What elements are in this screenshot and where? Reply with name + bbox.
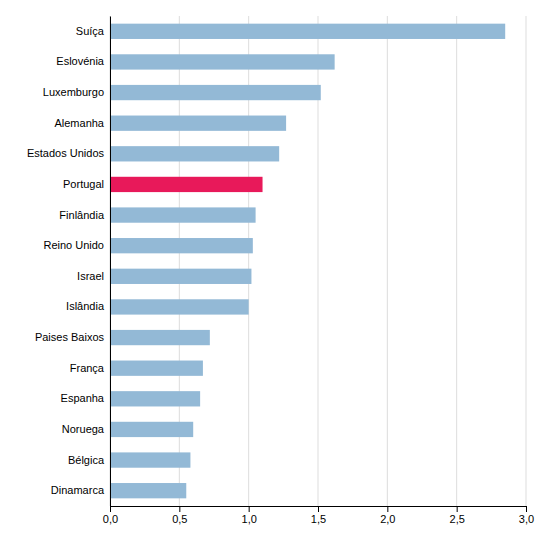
bar — [110, 361, 203, 376]
grid-line — [526, 16, 527, 506]
bar — [110, 116, 286, 131]
bar — [110, 299, 249, 314]
y-axis-line — [110, 17, 111, 507]
y-tick: Luxemburgo — [43, 86, 104, 98]
x-tick-label: 2,0 — [380, 513, 395, 525]
bars — [110, 24, 505, 499]
y-tick: Israel — [77, 270, 104, 282]
y-tick-label: Finlândia — [59, 209, 105, 221]
x-tick: 1,0 — [242, 506, 257, 525]
x-tick: 3,0 — [519, 506, 534, 525]
bar — [110, 146, 279, 161]
y-tick-label: Espanha — [61, 392, 105, 404]
x-tick-label: 1,5 — [311, 513, 326, 525]
bar — [110, 238, 253, 253]
y-tick: Eslovénia — [56, 55, 105, 67]
y-tick: Islândia — [66, 300, 105, 312]
x-axis-line — [111, 507, 527, 513]
y-tick-label: Dinamarca — [51, 484, 105, 496]
x-tick: 2,5 — [450, 506, 465, 525]
grid-line — [110, 16, 111, 506]
x-tick-label: 0,0 — [103, 513, 118, 525]
x-tick-mark — [318, 506, 319, 512]
y-tick: Noruega — [62, 423, 105, 435]
plot: 0,0 0,5 1,0 1,5 2,0 2,5 3,0 Dinamarca Bélgica Nor… — [27, 16, 534, 525]
x-tick: 0,5 — [172, 506, 187, 525]
bar — [110, 207, 256, 222]
y-tick: Espanha — [61, 392, 105, 404]
bar — [110, 452, 190, 467]
x-tick: 0,0 — [103, 506, 118, 525]
bar — [110, 330, 210, 345]
bar — [110, 177, 263, 192]
y-tick-label: França — [70, 362, 105, 374]
x-tick-mark — [526, 506, 527, 512]
x-axis: 0,0 0,5 1,0 1,5 2,0 2,5 3,0 — [103, 506, 534, 525]
x-tick-mark — [387, 506, 388, 512]
y-tick: França — [70, 362, 105, 374]
x-tick-mark — [179, 506, 180, 512]
y-tick-label: Bélgica — [68, 454, 105, 466]
y-tick-label: Reino Unido — [43, 239, 104, 251]
y-tick: Estados Unidos — [27, 147, 105, 159]
y-tick-label: Estados Unidos — [27, 147, 105, 159]
y-tick-label: Eslovénia — [56, 55, 105, 67]
x-tick-label: 0,5 — [172, 513, 187, 525]
grid-line — [387, 16, 388, 506]
x-tick-mark — [457, 506, 458, 512]
bar — [110, 24, 505, 39]
x-tick: 1,5 — [311, 506, 326, 525]
y-tick: Portugal — [63, 178, 104, 190]
y-tick: Dinamarca — [51, 484, 105, 496]
y-tick-label: Luxemburgo — [43, 86, 104, 98]
x-tick-label: 1,0 — [242, 513, 257, 525]
x-tick-mark — [110, 506, 111, 512]
y-tick-label: Alemanha — [54, 117, 104, 129]
y-tick-label: Islândia — [66, 300, 105, 312]
x-tick-label: 2,5 — [450, 513, 465, 525]
y-tick: Alemanha — [54, 117, 104, 129]
y-tick-label: Portugal — [63, 178, 104, 190]
x-tick-mark — [249, 506, 250, 512]
y-tick-label: Suíça — [76, 25, 105, 37]
y-tick: Suíça — [76, 25, 105, 37]
y-tick: Bélgica — [68, 454, 105, 466]
bar — [110, 483, 186, 498]
chart: 0,0 0,5 1,0 1,5 2,0 2,5 3,0 Dinamarca Bélgica Nor… — [0, 0, 550, 542]
bar — [110, 422, 193, 437]
y-axis: Dinamarca Bélgica Noruega Espanha França Pais… — [27, 17, 111, 507]
grid-line — [456, 16, 457, 506]
x-tick-label: 3,0 — [519, 513, 534, 525]
y-tick: Finlândia — [59, 209, 105, 221]
bar — [110, 391, 200, 406]
bar — [110, 269, 251, 284]
y-tick: Paises Baixos — [35, 331, 105, 343]
x-tick: 2,0 — [380, 506, 395, 525]
y-tick-label: Noruega — [62, 423, 105, 435]
bar — [110, 85, 321, 100]
bar — [110, 54, 335, 69]
y-tick: Reino Unido — [43, 239, 104, 251]
y-tick-label: Paises Baixos — [35, 331, 105, 343]
y-tick-label: Israel — [77, 270, 104, 282]
grid — [110, 16, 526, 506]
